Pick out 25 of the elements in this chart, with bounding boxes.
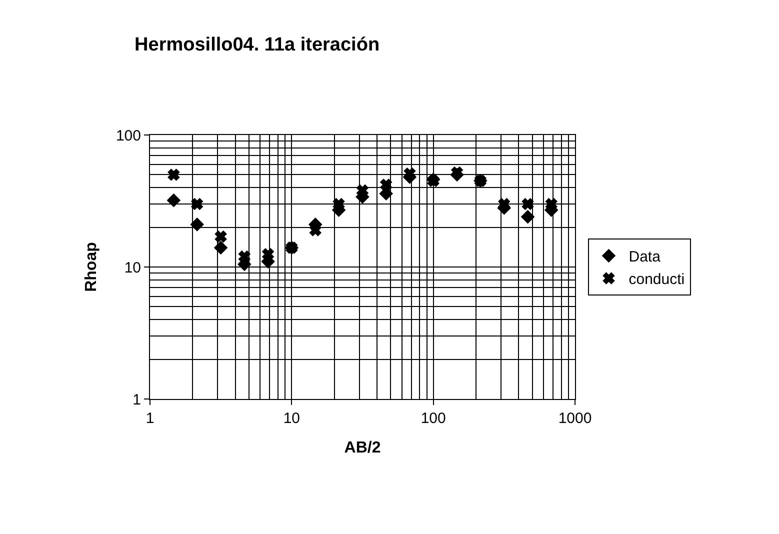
y-axis-title: Rhoap — [82, 242, 100, 292]
chart-title: Hermosillo04. 11a iteración — [134, 34, 380, 56]
point — [356, 184, 368, 196]
point — [262, 248, 274, 260]
x-axis-title: AB/2 — [344, 440, 381, 457]
legend-label: conducti — [628, 271, 685, 288]
x-tick-label: 1 — [146, 410, 154, 427]
point — [168, 168, 180, 181]
y-tick-label: 1 — [132, 391, 141, 408]
point — [191, 198, 203, 210]
x-tick-label: 100 — [420, 410, 446, 427]
x-tick-label: 1000 — [558, 410, 592, 427]
point — [214, 230, 227, 242]
point — [379, 186, 393, 200]
point — [380, 178, 392, 191]
point — [521, 210, 534, 224]
y-tick-label: 10 — [124, 259, 141, 276]
point — [238, 250, 250, 262]
point — [214, 241, 228, 254]
point — [190, 218, 204, 232]
point — [167, 194, 180, 207]
y-tick-label: 100 — [116, 127, 141, 144]
legend-label: Data — [628, 248, 662, 266]
x-tick-label: 10 — [283, 410, 300, 427]
point — [522, 198, 534, 210]
